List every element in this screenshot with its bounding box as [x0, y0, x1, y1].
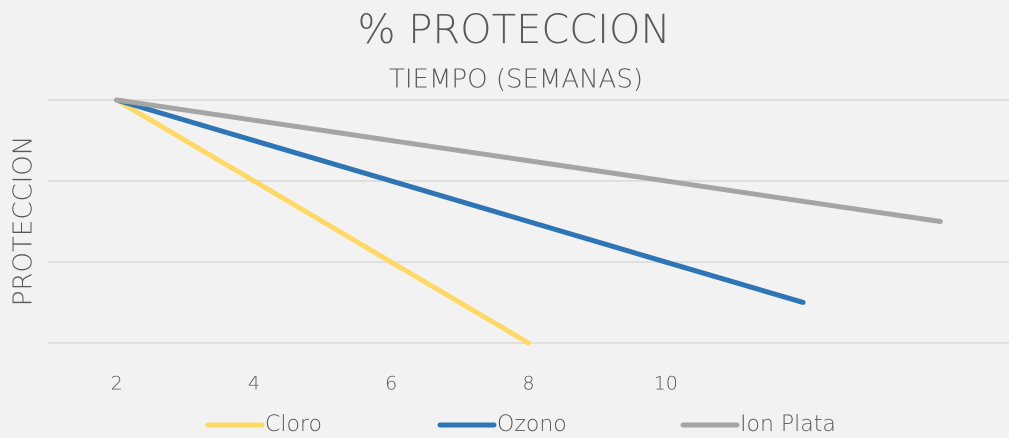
x-tick-label: 6 [385, 373, 397, 395]
x-tick-label: 2 [111, 373, 123, 395]
series-line [117, 100, 529, 343]
x-tick-label: 4 [248, 373, 260, 395]
x-tick-label: 8 [522, 373, 534, 395]
legend-label: Cloro [265, 412, 322, 437]
legend-label: Ion Plata [740, 412, 836, 437]
chart: % PROTECCION TIEMPO (SEMANAS) PROTECCION… [0, 0, 1009, 438]
legend-label: Ozono [497, 412, 567, 437]
x-axis-title: TIEMPO (SEMANAS) [389, 65, 643, 95]
x-tick-label: 10 [654, 373, 678, 395]
series-line [117, 100, 803, 302]
series-line [117, 100, 941, 222]
chart-title: % PROTECCION [358, 7, 671, 53]
y-axis-title: PROTECCION [9, 136, 39, 306]
